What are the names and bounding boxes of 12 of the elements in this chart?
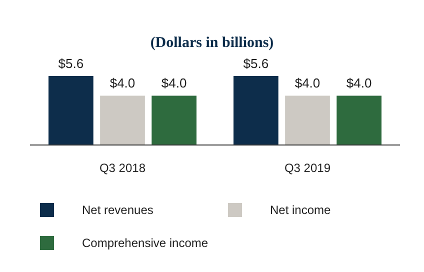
legend-label: Net income bbox=[270, 203, 332, 217]
data-label: $5.6 bbox=[243, 56, 269, 71]
legend-label: Net revenues bbox=[82, 203, 154, 217]
x-tick-label: Q3 2019 bbox=[284, 161, 331, 175]
data-label: $4.0 bbox=[346, 76, 372, 91]
data-label: $5.6 bbox=[58, 56, 84, 71]
x-tick-label: Q3 2018 bbox=[99, 161, 146, 175]
data-label: $4.0 bbox=[294, 76, 320, 91]
data-label: $4.0 bbox=[161, 76, 187, 91]
chart-title: (Dollars in billions) bbox=[150, 35, 274, 51]
legend-label: Comprehensive income bbox=[82, 236, 208, 250]
data-label: $4.0 bbox=[110, 76, 136, 91]
